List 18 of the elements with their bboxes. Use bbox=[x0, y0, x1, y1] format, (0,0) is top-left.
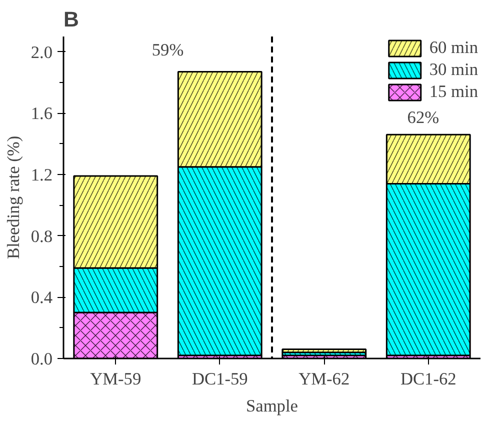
x-tick-label: YM-62 bbox=[298, 370, 350, 388]
x-tick-label: YM-59 bbox=[90, 370, 142, 388]
x-tick-label: DC1-62 bbox=[400, 370, 456, 388]
annotation: 59% bbox=[152, 40, 184, 60]
y-tick-label: 0.4 bbox=[30, 288, 53, 308]
x-axis-title: Sample bbox=[246, 396, 298, 416]
x-tick-label: DC1-59 bbox=[192, 370, 248, 388]
y-tick-label: 1.6 bbox=[30, 104, 53, 124]
chart-title: B bbox=[64, 8, 79, 32]
y-tick-label: 2.0 bbox=[30, 42, 53, 62]
y-tick-label: 0.0 bbox=[30, 350, 53, 368]
y-tick-label: 1.2 bbox=[30, 166, 53, 184]
legend-label: 15 min bbox=[429, 82, 478, 102]
legend-label: 60 min bbox=[429, 38, 478, 58]
y-axis-title: Bleeding rate (%) bbox=[4, 136, 23, 260]
annotation: 62% bbox=[407, 108, 440, 127]
y-tick-label: 0.8 bbox=[30, 226, 53, 246]
legend-label: 30 min bbox=[429, 60, 478, 80]
